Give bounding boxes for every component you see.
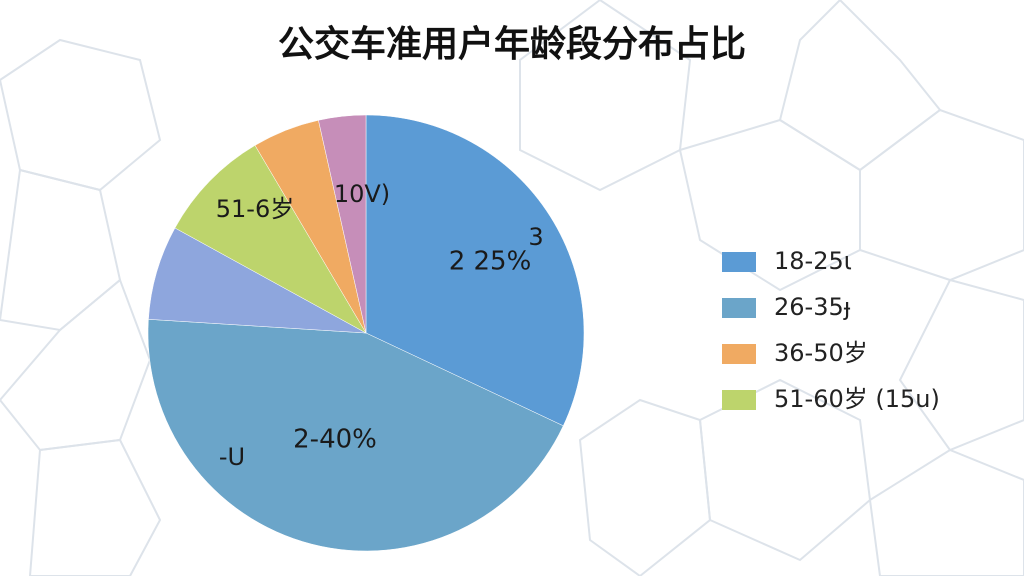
legend-label: 36-50岁 bbox=[774, 339, 868, 367]
legend-swatch bbox=[722, 344, 756, 364]
legend: 18-25ι 26-35ɟ 36-50岁 51-60岁 (15u) bbox=[722, 247, 940, 413]
slice-annotation: 10V) bbox=[334, 180, 390, 208]
pie-slice bbox=[365, 114, 585, 427]
slice-annotation: -U bbox=[219, 443, 245, 471]
legend-swatch bbox=[722, 390, 756, 410]
pie bbox=[147, 114, 585, 552]
legend-swatch bbox=[722, 252, 756, 272]
pie-slice bbox=[318, 114, 367, 334]
slice-annotation: 51-6岁 bbox=[216, 195, 294, 223]
pie-slice bbox=[174, 145, 367, 334]
legend-label: 51-60岁 (15u) bbox=[774, 385, 940, 413]
slice-annotation: 2 25% bbox=[449, 247, 532, 277]
slice-annotation: 2-40% bbox=[293, 425, 377, 455]
slice-annotation: 3 bbox=[528, 223, 543, 251]
legend-label: 26-35ɟ bbox=[774, 293, 851, 321]
pie-slice bbox=[147, 319, 564, 552]
chart-title: 公交车准用户年龄段分布占比 bbox=[278, 23, 746, 65]
annotations: 2 25% 2-40% 51-6岁 10V) 3 -U bbox=[216, 180, 544, 471]
legend-label: 18-25ι bbox=[774, 247, 852, 275]
legend-swatch bbox=[722, 298, 756, 318]
